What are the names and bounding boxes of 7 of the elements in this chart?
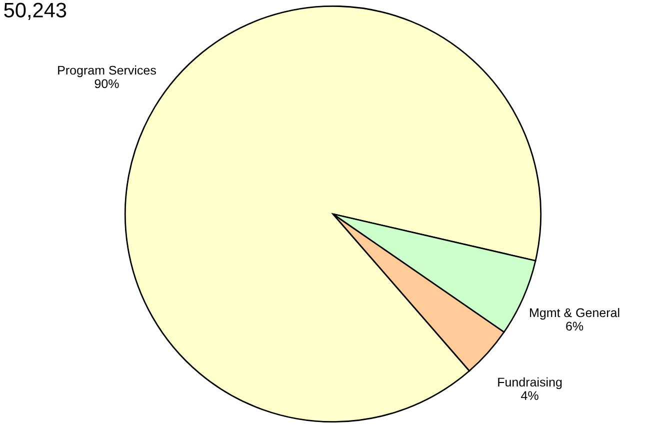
chart-title: 50,243 — [4, 2, 66, 20]
data-label: 6% — [566, 322, 584, 331]
slice-label: Program Services — [58, 65, 156, 78]
data-label: 90% — [94, 79, 119, 88]
data-label: 4% — [521, 391, 538, 400]
slice-label: Fundraising — [498, 377, 562, 390]
slice-label: Mgmt & General — [530, 308, 620, 320]
